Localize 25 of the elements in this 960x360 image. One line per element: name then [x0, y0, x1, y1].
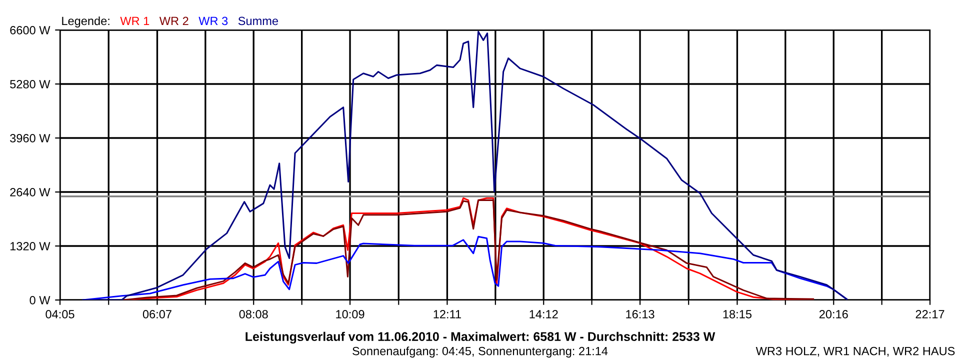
text: WR 1: [120, 16, 150, 26]
x-tick-label: 22:17: [916, 310, 944, 318]
y-tick-label: 0 W: [30, 296, 50, 304]
legend-title: Legende:: [62, 16, 110, 28]
x-tick-label: 04:05: [46, 310, 74, 318]
y-tick-label: 5280 W: [10, 80, 50, 88]
y-tick-label: 1320 W: [10, 242, 50, 250]
line-series: [82, 30, 848, 300]
text: WR 3: [198, 16, 228, 26]
x-tick-label: 14:12: [530, 310, 558, 318]
x-tick-label: 06:07: [142, 310, 172, 318]
x-tick-label: 16:13: [626, 310, 654, 318]
x-tick-label: 12:11: [434, 310, 461, 318]
text: Leistungsverlauf vom 11.06.2010 - Maximalwert: 6581 W - Durchschnitt: 2533 W: [246, 332, 716, 344]
y-tick-label: 2640 W: [10, 188, 50, 196]
x-tick-label: 20:16: [819, 310, 848, 318]
y-tick-label: 6600 W: [10, 26, 50, 34]
y-tick-label: 3960 W: [10, 134, 50, 142]
x-tick-label: 18:15: [723, 310, 752, 318]
text: WR 2: [159, 16, 188, 26]
x-tick-label: 08:08: [239, 310, 268, 318]
text: Summe: [238, 16, 278, 26]
x-tick-label: 10:09: [336, 310, 364, 318]
text: WR3 HOLZ, WR1 NACH, WR2 HAUS: [756, 346, 955, 357]
text: Sonnenaufgang: 04:45, Sonnenuntergang: 21:14: [352, 346, 608, 358]
